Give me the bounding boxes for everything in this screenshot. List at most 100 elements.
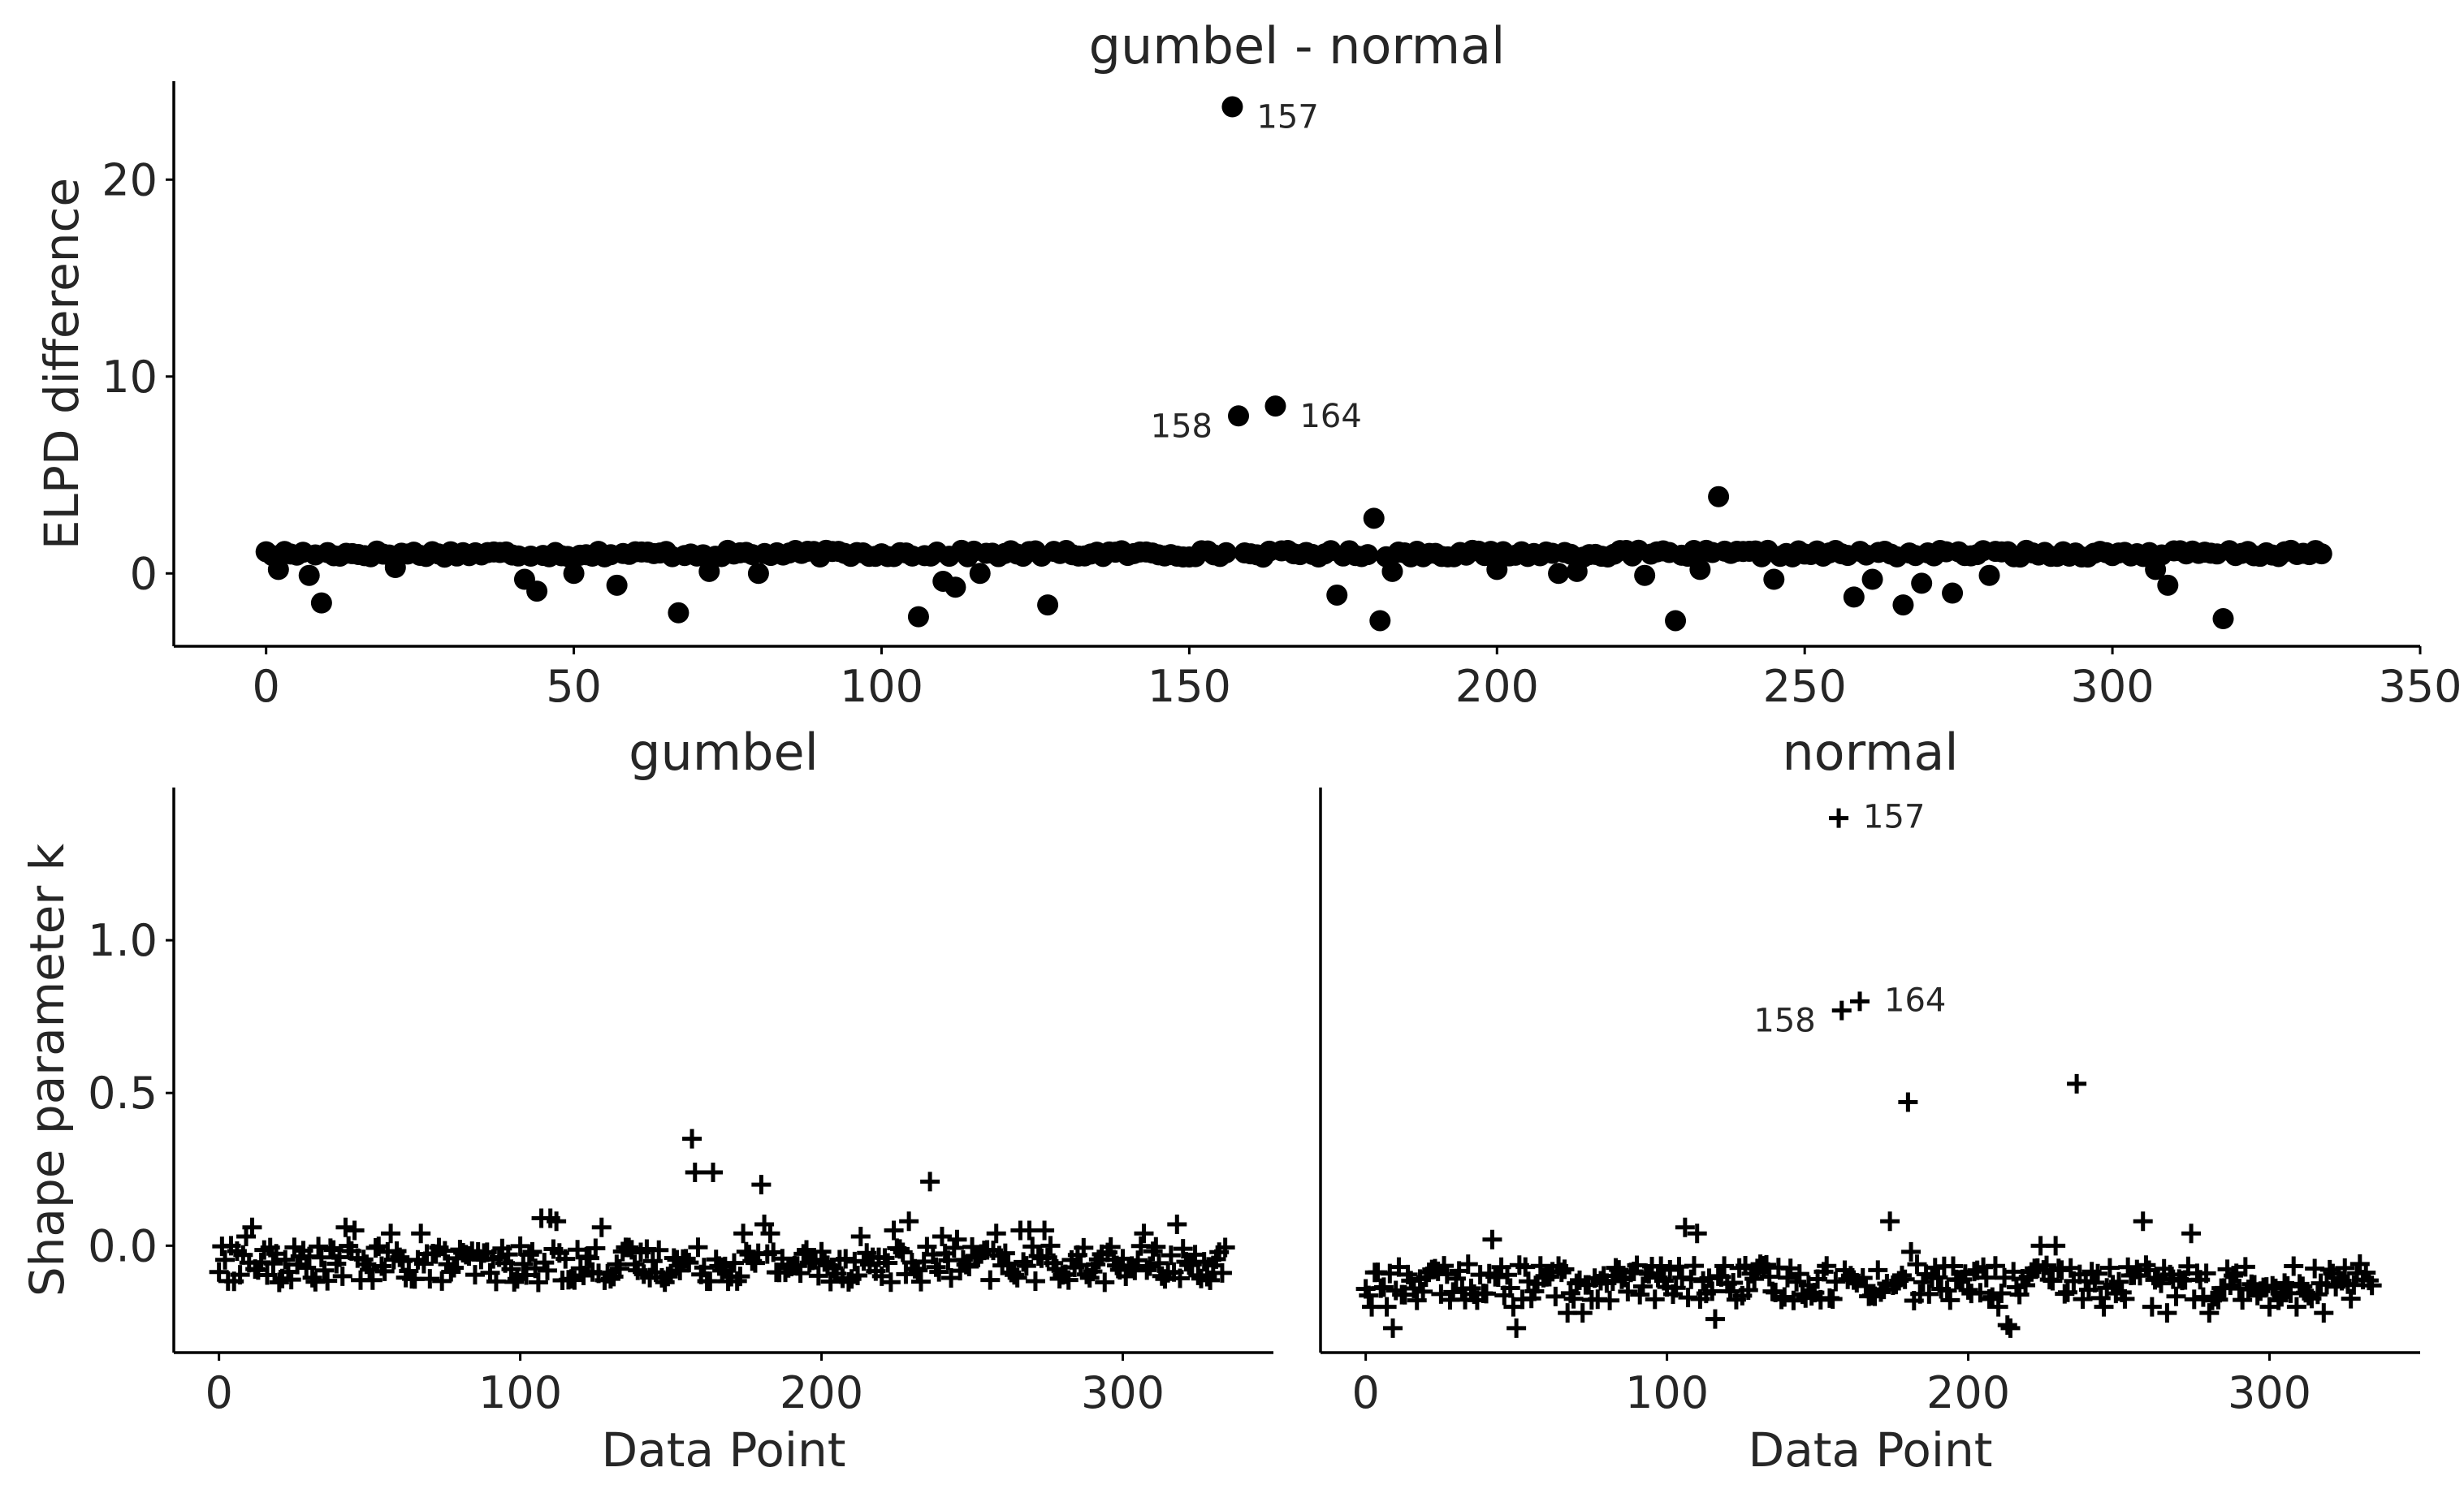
data-point bbox=[1723, 1272, 1744, 1293]
data-point bbox=[1632, 1276, 1653, 1297]
data-point bbox=[215, 1249, 236, 1270]
point-annotation: 158 bbox=[1753, 1003, 1815, 1040]
data-point bbox=[1424, 1258, 1445, 1279]
data-point bbox=[1775, 1287, 1795, 1307]
data-point bbox=[2085, 1272, 2105, 1293]
y-axis-label: Shape parameter k bbox=[19, 843, 75, 1297]
data-point bbox=[1687, 1224, 1707, 1244]
point-annotation: 164 bbox=[1299, 398, 1361, 435]
data-point bbox=[298, 564, 320, 586]
data-point bbox=[1955, 1264, 1975, 1284]
y-tick-label: 1.0 bbox=[88, 915, 158, 966]
data-point bbox=[2314, 1303, 2334, 1323]
data-point bbox=[1907, 1254, 1927, 1275]
x-tick-label: 200 bbox=[1455, 661, 1539, 712]
data-point bbox=[1988, 1297, 2008, 1317]
data-point bbox=[591, 1217, 612, 1237]
data-point bbox=[747, 563, 769, 585]
data-point bbox=[703, 1163, 724, 1183]
data-point bbox=[1486, 559, 1508, 580]
data-point bbox=[1940, 1290, 1960, 1310]
data-point bbox=[318, 1271, 338, 1291]
data-point bbox=[1161, 1245, 1181, 1266]
data-point bbox=[1901, 1241, 1921, 1262]
data-point bbox=[269, 1272, 289, 1293]
data-point bbox=[2133, 1211, 2153, 1232]
data-point bbox=[1545, 1286, 1566, 1306]
data-point bbox=[1095, 1272, 1115, 1293]
panel-title: gumbel bbox=[629, 723, 819, 782]
data-point bbox=[522, 1241, 543, 1262]
x-tick-label: 100 bbox=[1625, 1367, 1709, 1418]
data-point bbox=[2335, 1258, 2355, 1278]
data-point bbox=[932, 1227, 952, 1247]
data-point bbox=[1985, 1256, 2005, 1276]
data-point bbox=[986, 1224, 1006, 1244]
data-point bbox=[1757, 1254, 1777, 1275]
data-point bbox=[1500, 1278, 1520, 1298]
data-point bbox=[432, 1271, 452, 1291]
data-point bbox=[2199, 1303, 2220, 1323]
data-point bbox=[1801, 1286, 1822, 1306]
data-point bbox=[563, 563, 585, 585]
data-point bbox=[685, 1163, 705, 1183]
data-point bbox=[1359, 1285, 1379, 1306]
data-point bbox=[242, 1217, 262, 1237]
data-point bbox=[528, 1272, 548, 1293]
data-point bbox=[1221, 96, 1243, 118]
data-point bbox=[2046, 1236, 2066, 1256]
data-point bbox=[2157, 574, 2179, 596]
data-point bbox=[1976, 1267, 1996, 1288]
data-point bbox=[700, 1271, 720, 1292]
data-point bbox=[1831, 1000, 1852, 1021]
data-point bbox=[1563, 1288, 1584, 1309]
data-point bbox=[2286, 1297, 2306, 1317]
data-point bbox=[586, 1238, 606, 1258]
data-point bbox=[2157, 1303, 2177, 1323]
panel-title: normal bbox=[1782, 723, 1958, 782]
data-point bbox=[1228, 405, 1250, 427]
data-point bbox=[2109, 1271, 2129, 1292]
data-point bbox=[808, 1266, 828, 1286]
x-tick-label: 0 bbox=[205, 1367, 232, 1418]
panel-bottom-right: normal 0 100 200 300 Data Point 157 158 164 bbox=[1319, 723, 2420, 1478]
data-point bbox=[275, 1249, 296, 1270]
data-point bbox=[362, 1270, 383, 1290]
y-tick-label: 0.0 bbox=[88, 1220, 158, 1271]
data-point bbox=[1035, 1220, 1055, 1241]
data-point bbox=[642, 1251, 663, 1271]
data-point bbox=[1850, 991, 1870, 1012]
data-points bbox=[255, 96, 2332, 632]
data-point bbox=[2196, 1263, 2216, 1284]
data-point bbox=[504, 1271, 525, 1292]
data-point bbox=[335, 1217, 356, 1237]
data-point bbox=[1381, 560, 1403, 582]
data-point bbox=[1759, 1267, 1779, 1287]
data-point bbox=[1548, 563, 1570, 585]
data-point bbox=[1817, 1256, 1837, 1276]
data-point bbox=[1326, 584, 1348, 606]
y-tick-label: 10 bbox=[102, 352, 158, 403]
data-point bbox=[2088, 1263, 2108, 1284]
data-point bbox=[1911, 572, 1933, 594]
y-tick-label: 0.5 bbox=[88, 1068, 158, 1119]
data-point bbox=[676, 1249, 696, 1269]
data-point bbox=[209, 1262, 229, 1282]
data-point bbox=[1025, 1271, 1045, 1292]
data-point bbox=[1377, 1297, 1397, 1317]
data-point bbox=[1551, 1262, 1571, 1283]
data-point bbox=[907, 606, 929, 628]
data-point bbox=[537, 1260, 557, 1280]
data-point bbox=[2224, 1266, 2244, 1286]
x-tick-label: 250 bbox=[1763, 661, 1847, 712]
data-point bbox=[1829, 808, 1849, 828]
data-point bbox=[745, 1253, 765, 1273]
data-point bbox=[2208, 1289, 2228, 1310]
data-point bbox=[730, 1267, 750, 1287]
x-tick-label: 300 bbox=[2071, 661, 2155, 712]
y-axis-label: ELPD difference bbox=[34, 178, 89, 550]
data-point bbox=[413, 1254, 434, 1274]
data-point bbox=[1040, 1236, 1061, 1256]
data-point bbox=[1016, 1256, 1036, 1276]
data-point bbox=[1600, 1290, 1620, 1310]
